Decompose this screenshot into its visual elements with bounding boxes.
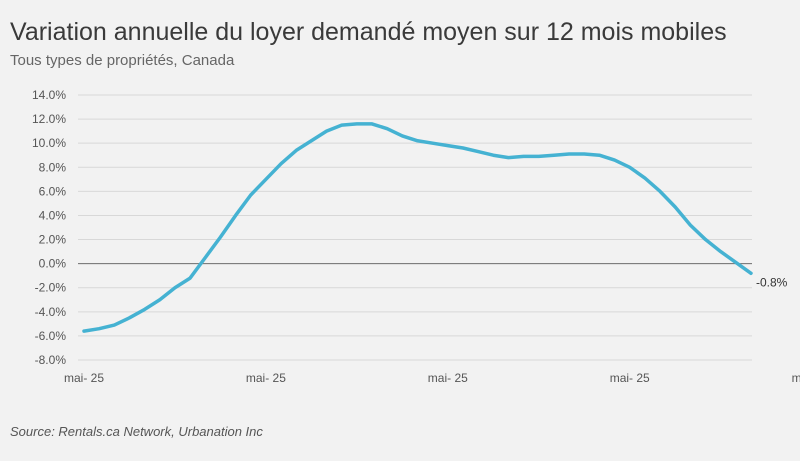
end-value-label: -0.8% [756, 275, 788, 289]
x-axis: mai- 25 mai- 25 mai- 25 mai- 25 mai- 25 [64, 371, 800, 385]
y-tick-label: -6.0% [35, 329, 67, 343]
y-tick-label: -8.0% [35, 353, 67, 367]
chart-subtitle: Tous types de propriétés, Canada [10, 52, 235, 69]
series-line [82, 122, 753, 333]
y-tick-label: -4.0% [35, 305, 67, 319]
y-tick-label: 12.0% [32, 112, 66, 126]
gridlines [78, 94, 752, 361]
y-tick-label: 0.0% [39, 257, 67, 271]
x-tick-label: mai- 25 [792, 371, 800, 385]
chart-source: Source: Rentals.ca Network, Urbanation I… [10, 424, 263, 439]
chart-title: Variation annuelle du loyer demandé moye… [10, 18, 727, 46]
data-labels: -0.8% [756, 275, 788, 289]
y-tick-label: 8.0% [39, 160, 67, 174]
x-tick-label: mai- 25 [246, 371, 286, 385]
x-tick-label: mai- 25 [610, 371, 650, 385]
y-tick-label: 4.0% [39, 208, 67, 222]
x-tick-label: mai- 25 [428, 371, 468, 385]
y-tick-label: -2.0% [35, 281, 67, 295]
y-tick-label: 2.0% [39, 233, 67, 247]
y-axis: -8.0% -6.0% -4.0% -2.0% 0.0% 2.0% 4.0% 6.0% 8.0%… [32, 88, 66, 367]
y-tick-label: 14.0% [32, 88, 66, 102]
x-tick-label: mai- 25 [64, 371, 104, 385]
series-lines [82, 122, 753, 333]
y-tick-label: 10.0% [32, 136, 66, 150]
y-tick-label: 6.0% [39, 184, 67, 198]
